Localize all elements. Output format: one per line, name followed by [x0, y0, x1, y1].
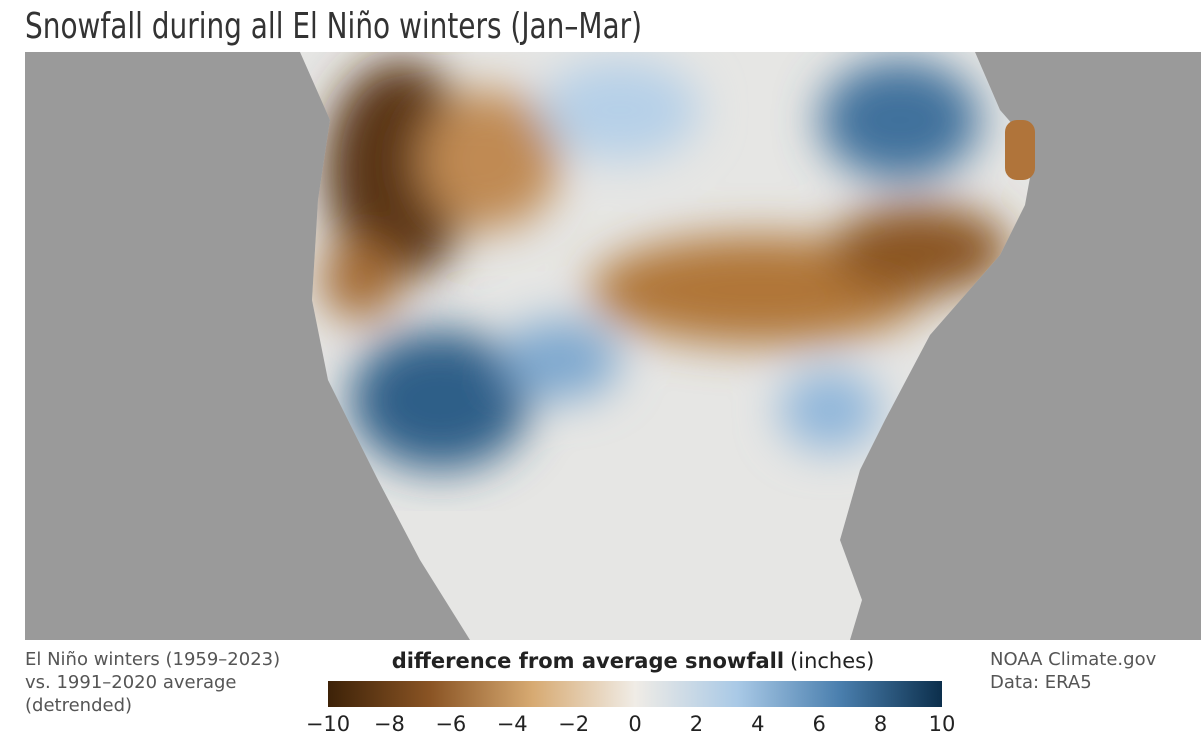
legend-unit: (inches)	[790, 649, 874, 673]
credit-line: NOAA Climate.gov	[990, 649, 1157, 670]
map	[25, 52, 1201, 640]
snowfall-field	[320, 60, 1010, 470]
tick-label: −6	[435, 712, 466, 736]
colorbar	[328, 681, 942, 707]
tick-label: −10	[306, 712, 350, 736]
tick-label: 2	[690, 712, 703, 736]
tick-label: 4	[751, 712, 764, 736]
note: El Niño winters (1959–2023)vs. 1991–2020…	[25, 649, 280, 716]
tick-label: −8	[374, 712, 405, 736]
tick-label: −4	[497, 712, 528, 736]
tick-label: 6	[813, 712, 826, 736]
legend-title-text: difference from average snowfall	[392, 649, 784, 673]
tick-label: 8	[874, 712, 887, 736]
tick-label: −2	[558, 712, 589, 736]
colorbar-ticks: −10 −8 −6 −4 −2 0 2 4 6 8 10	[306, 712, 956, 736]
credit-line: Data: ERA5	[990, 672, 1092, 693]
note-line: vs. 1991–2020 average	[25, 672, 237, 693]
note-line: (detrended)	[25, 695, 132, 716]
newfoundland	[1005, 120, 1035, 180]
tick-label: 10	[929, 712, 956, 736]
tick-label: 0	[628, 712, 641, 736]
title: Snowfall during all El Niño winters (Jan…	[25, 6, 642, 47]
legend-title: difference from average snowfall (inches)	[392, 649, 875, 673]
note-line: El Niño winters (1959–2023)	[25, 649, 280, 670]
